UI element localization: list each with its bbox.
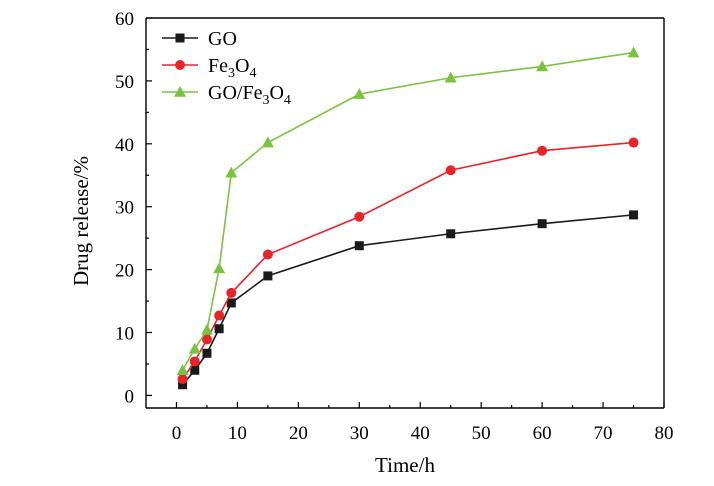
data-point bbox=[444, 71, 457, 83]
y-tick-label: 50 bbox=[115, 72, 134, 93]
data-point bbox=[214, 324, 224, 334]
x-tick-label: 80 bbox=[655, 423, 674, 444]
legend-subscript: 4 bbox=[249, 66, 256, 81]
legend-subscript: 3 bbox=[262, 93, 269, 108]
data-point bbox=[261, 136, 274, 148]
data-point bbox=[446, 229, 456, 239]
data-point bbox=[226, 298, 236, 308]
x-tick-label: 70 bbox=[594, 423, 613, 444]
legend-label: Fe3O4 bbox=[208, 55, 256, 81]
data-point bbox=[178, 380, 188, 390]
legend-label-base: Fe bbox=[208, 55, 228, 77]
series-line bbox=[181, 51, 634, 371]
legend-item: GO/Fe3O4 bbox=[162, 82, 291, 108]
legend-label: GO bbox=[208, 28, 237, 50]
x-tick-label: 40 bbox=[411, 423, 430, 444]
data-point bbox=[536, 60, 549, 72]
legend-marker bbox=[175, 60, 185, 70]
legend-subscript: 4 bbox=[284, 93, 291, 108]
data-point bbox=[214, 310, 225, 321]
series-line bbox=[181, 214, 634, 386]
y-tick-label: 60 bbox=[115, 9, 134, 30]
data-point bbox=[177, 374, 188, 385]
data-point bbox=[628, 137, 639, 148]
data-point bbox=[262, 249, 273, 260]
y-axis-ticks: 0 10 20 30 40 50 60 bbox=[115, 9, 152, 407]
series-layer bbox=[176, 46, 640, 390]
plot-area bbox=[145, 17, 665, 409]
y-tick-label: 30 bbox=[115, 198, 134, 219]
legend-label-part: O bbox=[269, 82, 283, 104]
series-line bbox=[181, 141, 634, 380]
data-point bbox=[445, 165, 456, 176]
series-2 bbox=[176, 46, 640, 376]
x-axis-ticks: 0 10 20 30 40 50 60 70 80 bbox=[172, 402, 674, 444]
data-point bbox=[537, 145, 548, 156]
y-axis-title: Drug release/% bbox=[69, 156, 93, 286]
data-point bbox=[354, 241, 364, 251]
data-point bbox=[213, 262, 226, 274]
legend-marker bbox=[175, 33, 185, 43]
x-tick-label: 0 bbox=[172, 423, 182, 444]
x-tick-label: 60 bbox=[533, 423, 552, 444]
legend-label-part: O bbox=[235, 55, 249, 77]
x-tick-label: 30 bbox=[350, 423, 369, 444]
data-point bbox=[353, 88, 366, 99]
data-point bbox=[225, 166, 238, 178]
data-point bbox=[202, 348, 212, 358]
series-0 bbox=[178, 210, 639, 390]
legend-label-base: GO bbox=[208, 28, 237, 50]
series-1 bbox=[177, 137, 639, 385]
data-point bbox=[176, 364, 189, 376]
legend-label: GO/Fe3O4 bbox=[208, 82, 291, 108]
x-axis-title: Time/h bbox=[375, 453, 435, 477]
y-tick-label: 20 bbox=[115, 261, 134, 282]
data-point bbox=[629, 210, 639, 220]
legend-item: Fe3O4 bbox=[162, 55, 256, 81]
data-point bbox=[201, 334, 212, 345]
legend-item: GO bbox=[162, 28, 237, 50]
legend-subscript: 3 bbox=[228, 66, 235, 81]
x-tick-label: 50 bbox=[472, 423, 491, 444]
data-point bbox=[189, 356, 200, 367]
data-point bbox=[627, 46, 640, 58]
y-tick-label: 0 bbox=[125, 386, 135, 407]
y-tick-label: 10 bbox=[115, 324, 134, 345]
data-point bbox=[537, 219, 547, 229]
data-point bbox=[188, 342, 201, 354]
data-point bbox=[354, 211, 365, 222]
legend-marker bbox=[174, 86, 186, 97]
data-point bbox=[200, 324, 213, 335]
data-point bbox=[190, 365, 200, 375]
data-point bbox=[226, 287, 237, 298]
data-point bbox=[263, 271, 273, 281]
x-tick-label: 10 bbox=[228, 423, 247, 444]
y-tick-label: 40 bbox=[115, 135, 134, 156]
legend-label-base: GO/Fe bbox=[208, 82, 263, 104]
x-tick-label: 20 bbox=[289, 423, 308, 444]
